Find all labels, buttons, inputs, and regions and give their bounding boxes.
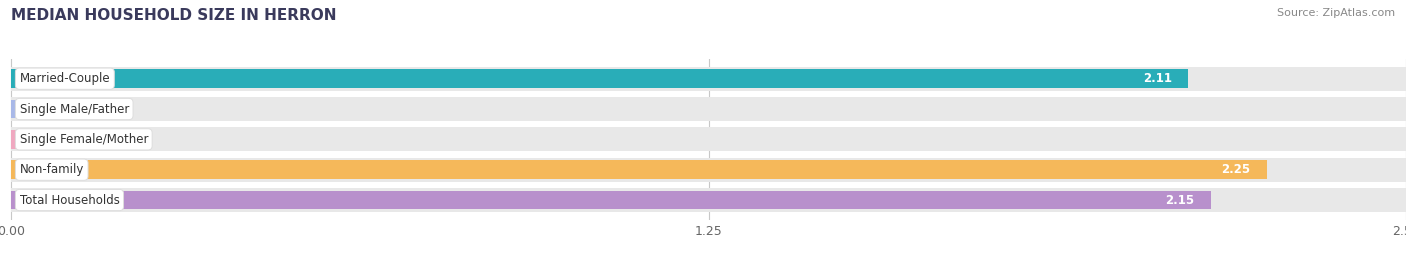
Text: 2.11: 2.11 [1143, 72, 1171, 85]
Bar [11, 69, 1188, 88]
Text: MEDIAN HOUSEHOLD SIZE IN HERRON: MEDIAN HOUSEHOLD SIZE IN HERRON [11, 8, 337, 23]
Bar [11, 158, 1406, 182]
Text: 2.15: 2.15 [1164, 193, 1194, 207]
Text: Single Male/Father: Single Male/Father [20, 103, 129, 116]
Text: Married-Couple: Married-Couple [20, 72, 110, 85]
Bar [11, 130, 79, 149]
Bar [11, 97, 1406, 121]
Text: 2.25: 2.25 [1220, 163, 1250, 176]
Bar [11, 127, 1406, 151]
Bar [11, 100, 79, 118]
Text: 0.00: 0.00 [100, 133, 129, 146]
Text: Source: ZipAtlas.com: Source: ZipAtlas.com [1277, 8, 1395, 18]
Text: 0.00: 0.00 [100, 103, 129, 116]
Bar [11, 188, 1406, 212]
Text: Single Female/Mother: Single Female/Mother [20, 133, 148, 146]
Bar [11, 66, 1406, 91]
Text: Total Households: Total Households [20, 193, 120, 207]
Bar [11, 191, 1211, 210]
Text: Non-family: Non-family [20, 163, 84, 176]
Bar [11, 160, 1267, 179]
